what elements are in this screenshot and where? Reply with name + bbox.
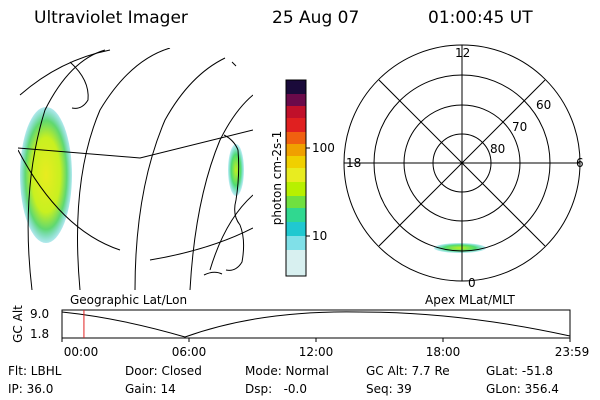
ip-readout: IP: 36.0: [8, 382, 54, 396]
filter-readout: Flt: LBHL: [8, 364, 62, 378]
dsp-readout: Dsp: -0.0: [245, 382, 308, 396]
colorbar-tick-10: 10: [312, 229, 328, 243]
geographic-label: Geographic Lat/Lon: [70, 293, 188, 307]
timeline-tick-2359: 23:59: [554, 345, 590, 359]
mlat-label-60: 60: [536, 98, 552, 112]
gc-alt-readout: GC Alt: 7.7 Re: [366, 364, 450, 378]
geographic-map: [18, 48, 253, 290]
mlat-label-70: 70: [512, 120, 528, 134]
timeline-ymin: 1.8: [30, 327, 50, 341]
timeline-tick-0000: 00:00: [63, 345, 99, 359]
time-label: 01:00:45 UT: [428, 8, 533, 28]
mlt-label-0: 0: [468, 276, 476, 290]
timeline-tick-1800: 18:00: [425, 345, 461, 359]
seq-readout: Seq: 39: [366, 382, 412, 396]
timeline-tick-1200: 12:00: [298, 345, 334, 359]
mlt-label-6: 6: [576, 156, 584, 170]
timeline-tick-0600: 06:00: [171, 345, 207, 359]
altitude-timeline: [61, 309, 571, 342]
mlt-label-12: 12: [455, 46, 471, 60]
colorbar: [285, 79, 310, 277]
timeline-ymax: 9.0: [30, 307, 50, 321]
glon-readout: GLon: 356.4: [486, 382, 559, 396]
colorbar-unit-label: photon cm-2s-1: [270, 130, 284, 226]
auroral-emission-small: [228, 144, 244, 196]
mlt-label-18: 18: [346, 156, 362, 170]
apex-label: Apex MLat/MLT: [425, 293, 515, 307]
timeline-ylabel: GC Alt: [11, 305, 25, 343]
colorbar-tick-100: 100: [312, 141, 335, 155]
door-readout: Door: Closed: [125, 364, 202, 378]
date-label: 25 Aug 07: [272, 8, 360, 28]
polar-plot: [343, 44, 581, 282]
gain-readout: Gain: 14: [125, 382, 176, 396]
altitude-curve: [61, 311, 571, 338]
glat-readout: GLat: -51.8: [486, 364, 553, 378]
instrument-title: Ultraviolet Imager: [34, 8, 188, 28]
auroral-emission-polar: [434, 243, 486, 253]
mlat-label-80: 80: [490, 142, 506, 156]
mode-readout: Mode: Normal: [245, 364, 329, 378]
